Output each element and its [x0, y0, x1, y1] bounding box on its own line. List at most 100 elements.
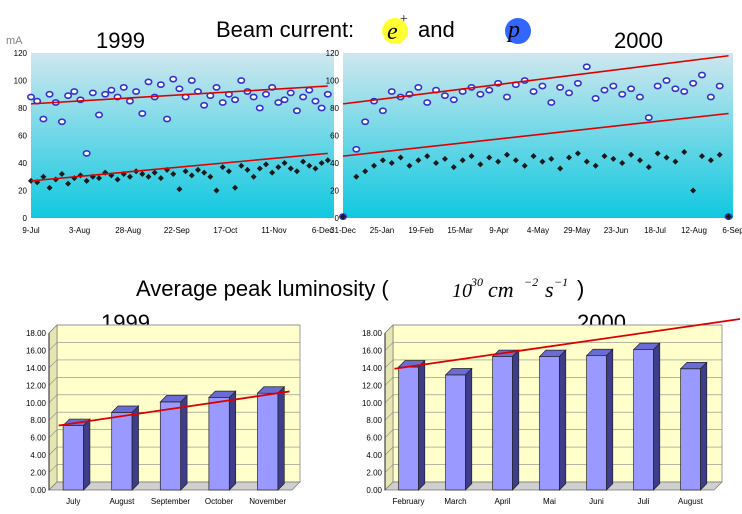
- bar-side: [180, 394, 188, 491]
- y-tick-label: 0: [335, 214, 340, 223]
- y-tick-label: 40: [330, 159, 339, 168]
- proton-point: [58, 171, 65, 177]
- e-plus-point: [274, 99, 283, 106]
- proton-point: [151, 169, 158, 176]
- x-tick-label: Juli: [637, 497, 649, 506]
- e-plus-point: [671, 85, 680, 93]
- proton-point: [574, 150, 581, 157]
- bar-top: [208, 390, 237, 398]
- e-plus-point: [697, 71, 706, 79]
- x-tick-label: 11-Nov: [261, 226, 286, 235]
- proton-point: [707, 157, 714, 164]
- proton-point: [340, 213, 346, 220]
- bar-top: [444, 368, 473, 376]
- y-tick-label: 80: [330, 104, 339, 113]
- bar-side: [653, 342, 661, 491]
- bar-front: [398, 366, 419, 491]
- e-plus-point: [45, 90, 54, 98]
- x-tick-label: 22-Sep: [164, 226, 190, 235]
- proton-point: [96, 175, 103, 182]
- proton-point: [213, 187, 220, 194]
- proton-point: [379, 157, 386, 164]
- e-plus-point: [101, 90, 110, 98]
- proton-point: [157, 175, 164, 182]
- bar-front: [586, 355, 607, 491]
- x-tick-label: Mai: [543, 497, 556, 506]
- proton-point: [269, 169, 276, 176]
- proton-point: [287, 165, 294, 172]
- y-tick-label: 10.00: [26, 399, 47, 408]
- bar-side: [465, 367, 473, 491]
- proton-point: [225, 168, 232, 175]
- y-tick-label: 18.00: [26, 329, 47, 338]
- x-tick-label: 17-Oct: [213, 226, 238, 235]
- y-tick-label: 20: [18, 187, 27, 196]
- e-plus-point: [609, 82, 618, 90]
- e-plus-point: [95, 111, 104, 119]
- proton-point: [145, 173, 152, 180]
- beam-2000-x-axis: 31-Dec 25-Jan 19-Feb 15-Mar 9-Apr 4-May 29-May…: [330, 226, 742, 235]
- proton-point: [406, 162, 413, 169]
- trend-line: [342, 54, 729, 105]
- proton-point: [663, 154, 670, 161]
- proton-point: [293, 168, 300, 175]
- proton-point: [170, 171, 177, 177]
- bar-top: [538, 349, 567, 357]
- y-tick-label: 0.00: [366, 486, 382, 495]
- e-plus-point: [689, 79, 698, 87]
- bar-front: [633, 349, 654, 491]
- e-plus-point: [138, 110, 147, 117]
- e-plus-point: [255, 104, 264, 112]
- e-plus-point: [317, 104, 326, 112]
- gridline: [384, 342, 722, 351]
- lumi-base: 10: [452, 280, 472, 302]
- lumi-2000-chart: 2000 0.002.004.006.008.0010.0012.0014.00…: [362, 310, 741, 506]
- x-tick-label: 31-Dec: [330, 226, 356, 235]
- bar-side: [606, 348, 614, 491]
- e-plus-point: [600, 86, 609, 94]
- lumi-2000-x-axis: February March April Mai Juni Juli August: [392, 497, 703, 506]
- lumi-2000-y-axis: 0.00 2.00 4.00 6.00 8.00 10.00 12.00 14.00 16.00…: [362, 329, 383, 495]
- bar-side: [418, 359, 426, 491]
- x-tick-label: March: [444, 497, 466, 506]
- e-plus-point: [440, 92, 449, 100]
- e-plus-point: [635, 93, 644, 101]
- e-plus-point: [449, 96, 458, 104]
- e-plus-point: [565, 89, 574, 97]
- beam-1999-chart: 1999 0 20 40 60 80 100 120 9-Jul 3-Aug 28-Aug 22-…: [14, 28, 334, 235]
- y-tick-label: 60: [18, 132, 27, 141]
- y-tick-label: 14.00: [362, 364, 383, 373]
- e-plus-point: [218, 99, 227, 106]
- lumi-1999-x-axis: July August September October November: [66, 497, 286, 506]
- beam-2000-chart: 2000 0 20 40 60 80 100 120 31-Dec 25-Jan 19-Feb 1…: [326, 28, 742, 235]
- beam-1999-plot-area: [31, 53, 334, 218]
- e-plus-point: [573, 79, 582, 87]
- proton-point: [176, 186, 183, 193]
- lumi-2000-bars: [394, 318, 741, 491]
- bar-side: [277, 385, 285, 491]
- proton-point: [281, 160, 288, 166]
- y-tick-label: 100: [14, 77, 28, 86]
- e-symbol: e: [387, 19, 398, 45]
- y-tick-label: 12.00: [362, 381, 383, 390]
- proton-point: [619, 160, 626, 166]
- e-plus-point: [231, 96, 240, 104]
- proton-point: [83, 177, 90, 184]
- x-tick-label: 9-Jul: [22, 226, 40, 235]
- proton-point: [486, 154, 493, 161]
- e-plus-point: [662, 77, 671, 84]
- proton-point: [441, 155, 448, 162]
- e-plus-point: [144, 78, 153, 86]
- trend-line: [30, 85, 328, 105]
- proton-point: [477, 161, 484, 168]
- proton-point: [182, 168, 189, 175]
- x-tick-label: August: [109, 497, 135, 506]
- x-tick-label: September: [151, 497, 190, 506]
- x-tick-label: 15-Mar: [447, 226, 473, 235]
- y-tick-label: 0: [23, 214, 28, 223]
- bar-front: [159, 401, 182, 491]
- proton-point: [592, 162, 599, 169]
- e-plus-point: [582, 63, 591, 71]
- proton-point: [521, 162, 528, 169]
- beam-1999-year: 1999: [96, 28, 145, 53]
